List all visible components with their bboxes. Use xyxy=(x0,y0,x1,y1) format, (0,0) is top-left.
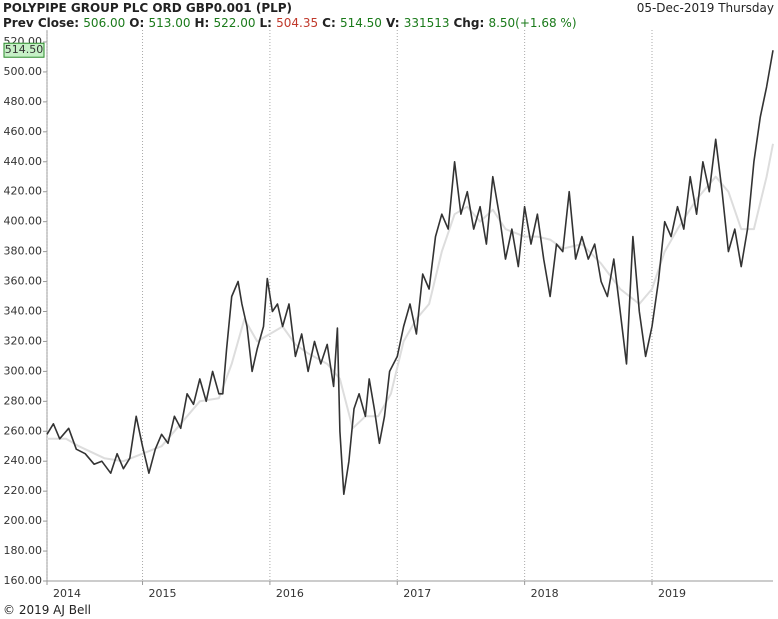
y-tick-label: 300.00 xyxy=(4,364,43,377)
y-tick-label: 200.00 xyxy=(4,514,43,527)
stat-value: 514.50 xyxy=(339,16,382,30)
y-tick-label: 400.00 xyxy=(4,215,43,228)
y-tick-label: 380.00 xyxy=(4,245,43,258)
y-tick-label: 240.00 xyxy=(4,454,43,467)
y-tick-label: 180.00 xyxy=(4,544,43,557)
x-tick-label: 2019 xyxy=(658,587,686,600)
x-tick-label: 2016 xyxy=(276,587,304,600)
y-tick-label: 320.00 xyxy=(4,334,43,347)
stat-label: C: xyxy=(322,16,336,30)
y-tick-label: 460.00 xyxy=(4,125,43,138)
y-tick-label: 360.00 xyxy=(4,275,43,288)
y-tick-label: 260.00 xyxy=(4,424,43,437)
stat-value: 522.00 xyxy=(213,16,256,30)
moving-average-line xyxy=(47,143,774,463)
y-tick-label: 160.00 xyxy=(4,574,43,587)
title: POLYPIPE GROUP PLC ORD GBP0.001 (PLP) xyxy=(3,1,293,15)
y-tick-label: 420.00 xyxy=(4,185,43,198)
last-price-box xyxy=(3,42,45,58)
x-tick-label: 2015 xyxy=(149,587,177,600)
stat-label: Prev Close: xyxy=(3,16,80,30)
date: 05-Dec-2019 Thursday xyxy=(636,1,774,15)
stat-label: Chg: xyxy=(453,16,485,30)
y-tick-label: 440.00 xyxy=(4,155,43,168)
stat-value: 8.50(+1.68 %) xyxy=(488,16,577,30)
x-tick-label: 2017 xyxy=(403,587,431,600)
stat-value: 506.00 xyxy=(83,16,126,30)
y-tick-label: 220.00 xyxy=(4,484,43,497)
stat-value: 504.35 xyxy=(276,16,319,30)
stats: Prev Close: 506.00 O: 513.00 H: 522.00 L: 5… xyxy=(3,16,581,30)
last-price-label: 514.50 xyxy=(5,43,44,56)
stat-label: H: xyxy=(194,16,210,30)
y-tick-label: 480.00 xyxy=(4,95,43,108)
y-tick-label: 340.00 xyxy=(4,304,43,317)
price-line xyxy=(46,50,774,495)
stat-value: 513.00 xyxy=(148,16,191,30)
y-tick-label: 280.00 xyxy=(4,394,43,407)
y-tick-label: 500.00 xyxy=(4,65,43,78)
x-tick-label: 2014 xyxy=(53,587,81,600)
x-tick-label: 2018 xyxy=(531,587,559,600)
stat-label: O: xyxy=(129,16,145,30)
footer: © 2019 AJ Bell xyxy=(3,603,92,617)
stat-label: L: xyxy=(259,16,272,30)
stat-label: V: xyxy=(385,16,400,30)
stat-value: 331513 xyxy=(403,16,450,30)
